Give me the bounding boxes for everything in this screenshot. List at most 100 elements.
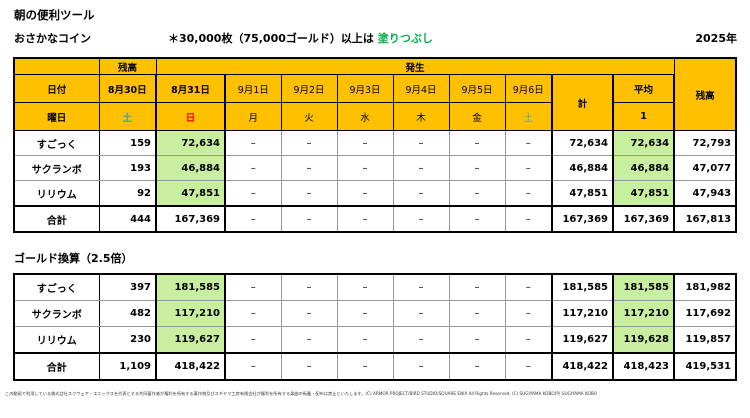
cell-prev-balance: 482: [98, 300, 157, 327]
row-label: 合計: [13, 205, 100, 233]
header-date: 8月30日: [98, 74, 157, 103]
cell-day: –: [336, 352, 394, 381]
cell-average: 72,634: [611, 130, 676, 156]
cell-day: –: [280, 130, 338, 156]
cell-aug31: 46,884: [155, 155, 226, 181]
cell-aug31: 418,422: [155, 352, 226, 381]
cell-day: –: [504, 352, 553, 381]
cell-total: 418,422: [551, 352, 614, 381]
cell-day: –: [280, 352, 338, 381]
cell-day: –: [448, 273, 506, 301]
cell-prev-balance: 397: [98, 273, 157, 301]
cell-prev-balance: 92: [98, 180, 157, 207]
cell-balance: 419,531: [673, 352, 737, 381]
cell-balance: 117,692: [673, 300, 737, 327]
header-date: 9月5日: [448, 74, 506, 103]
table-row: サクランボ 482 117,210 – – – – – – 117,210 11…: [13, 300, 737, 327]
gold-conversion-table: すごっく 397 181,585 – – – – – – 181,585 181…: [13, 273, 737, 381]
threshold-note: ＊30,000枚（75,000ゴールド）以上は 塗りつぶし: [168, 30, 433, 46]
header-balance-right: 残高: [673, 57, 737, 131]
cell-aug31: 119,627: [155, 326, 226, 354]
cell-average: 46,884: [611, 155, 676, 181]
cell-day: –: [224, 130, 282, 156]
cell-day: –: [504, 273, 553, 301]
cell-day: –: [504, 205, 553, 233]
header-weekday: 土: [504, 102, 553, 131]
row-label: すごっく: [13, 273, 100, 301]
header-weekday: 土: [98, 102, 157, 131]
cell-aug31: 72,634: [155, 130, 226, 156]
cell-total: 119,627: [551, 326, 614, 354]
cell-day: –: [224, 300, 282, 327]
cell-day: –: [504, 326, 553, 354]
cell-prev-balance: 230: [98, 326, 157, 354]
row-label: すごっく: [13, 130, 100, 156]
cell-aug31: 117,210: [155, 300, 226, 327]
cell-day: –: [392, 273, 450, 301]
cell-day: –: [392, 326, 450, 354]
header-date: 9月3日: [336, 74, 394, 103]
header-average-divisor: 1: [611, 102, 676, 131]
coin-section-title: おさかなコイン: [14, 32, 91, 45]
cell-balance: 119,857: [673, 326, 737, 354]
header-date: 9月4日: [392, 74, 450, 103]
cell-day: –: [280, 326, 338, 354]
table-row: すごっく 159 72,634 – – – – – – 72,634 72,63…: [13, 130, 737, 156]
cell-day: –: [224, 205, 282, 233]
cell-total: 117,210: [551, 300, 614, 327]
cell-day: –: [448, 155, 506, 181]
cell-day: –: [392, 155, 450, 181]
cell-aug31: 181,585: [155, 273, 226, 301]
total-row: 合計 1,109 418,422 – – – – – – 418,422 418…: [13, 352, 737, 381]
header-date-label: 日付: [13, 74, 100, 103]
header-row-groups: 残高 発生 残高: [13, 57, 737, 131]
total-row: 合計 444 167,369 – – – – – – 167,369 167,3…: [13, 205, 737, 233]
cell-day: –: [448, 205, 506, 233]
cell-balance: 181,982: [673, 273, 737, 301]
cell-day: –: [280, 300, 338, 327]
cell-prev-balance: 193: [98, 155, 157, 181]
header-empty-cell: [13, 57, 100, 75]
cell-total: 167,369: [551, 205, 614, 233]
header-row-dates: 日付 8月30日 8月31日 9月1日 9月2日 9月3日 9月4日 9月5日 …: [13, 74, 736, 131]
table-row: サクランボ 193 46,884 – – – – – – 46,884 46,8…: [13, 155, 737, 181]
cell-balance: 47,943: [673, 180, 737, 207]
cell-day: –: [448, 180, 506, 207]
cell-day: –: [336, 326, 394, 354]
header-weekday: 日: [155, 102, 226, 131]
cell-day: –: [392, 180, 450, 207]
cell-day: –: [224, 155, 282, 181]
cell-day: –: [336, 130, 394, 156]
cell-balance: 72,793: [673, 130, 737, 156]
copyright-footer: この動画で利用している株式会社スクウェア・エニックスを代表とする共同著作者が権利…: [5, 391, 597, 397]
cell-day: –: [224, 180, 282, 207]
header-balance-top: 残高: [98, 57, 157, 75]
cell-average: 167,369: [611, 205, 676, 233]
cell-average: 418,423: [612, 352, 675, 381]
header-weekday: 木: [392, 102, 450, 131]
year-label: 2025年: [695, 32, 737, 45]
cell-day: –: [224, 326, 282, 354]
header-weekday: 金: [448, 102, 506, 131]
cell-prev-balance: 444: [98, 205, 157, 233]
cell-average: 119,628: [612, 326, 675, 354]
fish-coin-table: 残高 発生 残高 日付 8月30日 8月31日 9月1日 9月2日 9月3日 9…: [13, 57, 738, 233]
row-label: リリウム: [13, 180, 100, 207]
cell-day: –: [448, 326, 506, 354]
cell-day: –: [392, 352, 450, 381]
cell-day: –: [448, 352, 506, 381]
cell-day: –: [336, 205, 394, 233]
header-date: 8月31日: [155, 74, 226, 103]
header-row-weekdays: 曜日 土 日 月 火 水 木 金 土 1: [13, 102, 736, 131]
table-row: すごっく 397 181,585 – – – – – – 181,585 181…: [13, 273, 737, 301]
gold-section-title: ゴールド換算（2.5倍）: [14, 252, 133, 265]
cell-day: –: [336, 155, 394, 181]
cell-aug31: 167,369: [155, 205, 226, 233]
cell-day: –: [336, 273, 394, 301]
cell-balance: 47,077: [673, 155, 737, 181]
row-label: リリウム: [13, 326, 100, 354]
cell-total: 46,884: [551, 155, 614, 181]
header-date: 9月2日: [280, 74, 338, 103]
cell-total: 72,634: [551, 130, 614, 156]
header-weekday: 火: [280, 102, 338, 131]
